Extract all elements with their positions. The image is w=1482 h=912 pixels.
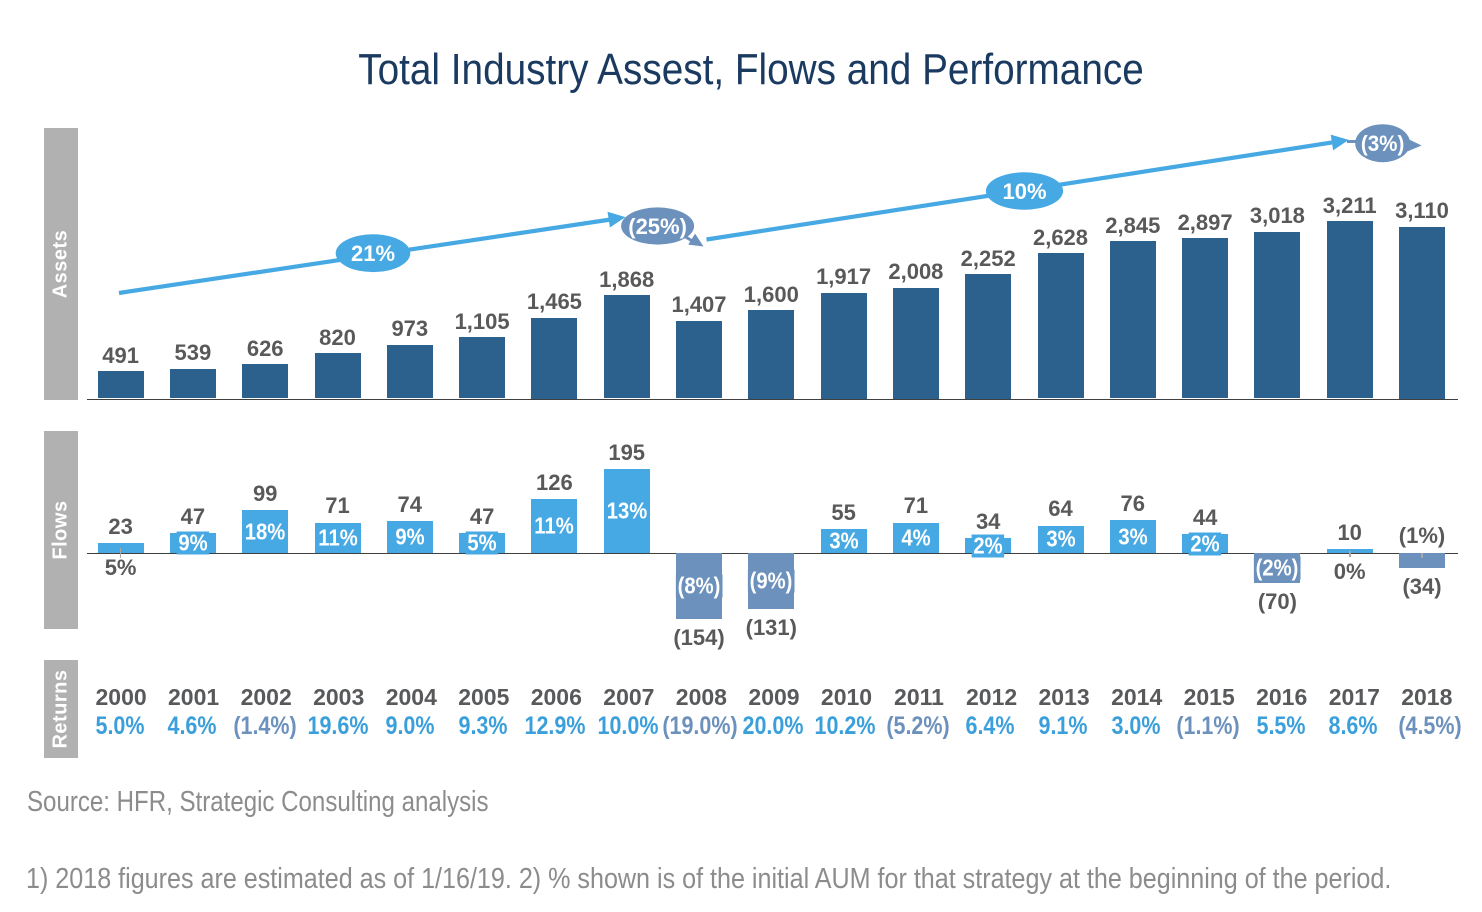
svg-text:10%: 10% [1002,179,1046,204]
svg-text:(3%): (3%) [1361,131,1405,156]
svg-text:21%: 21% [351,241,395,266]
svg-text:(25%): (25%) [628,214,687,239]
